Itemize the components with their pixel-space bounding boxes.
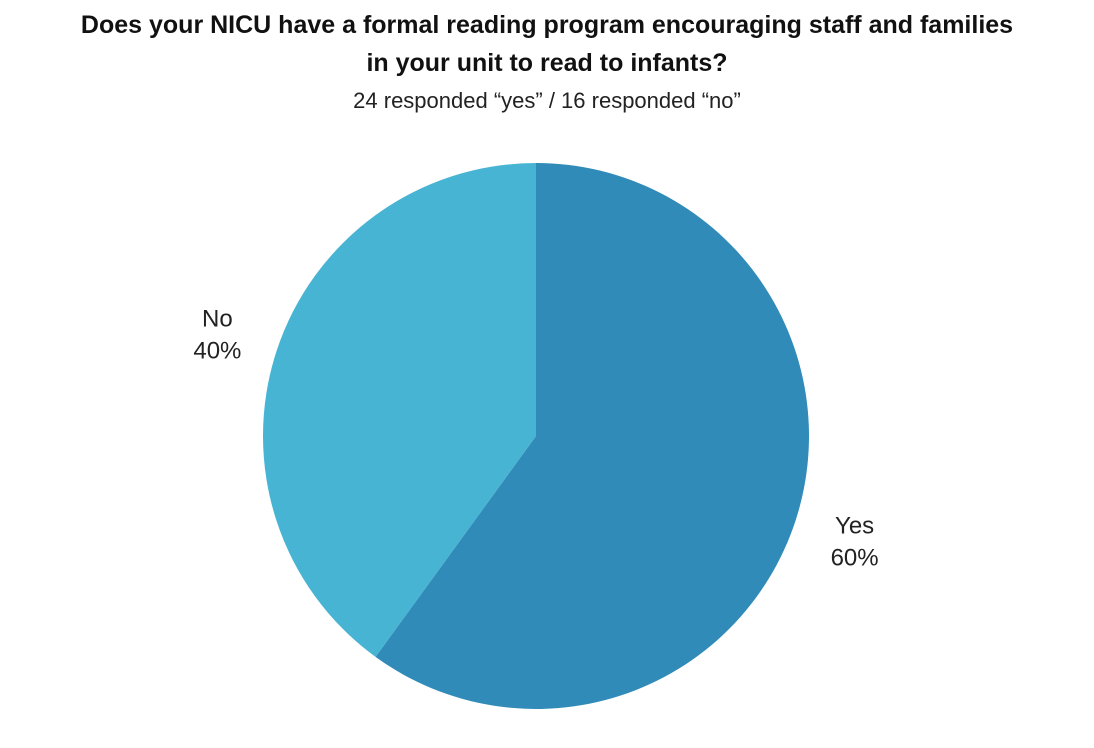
slice-label-yes: Yes (835, 513, 874, 540)
pie-labels: Yes 60% No 40% (193, 305, 878, 571)
chart-subtitle: 24 responded “yes” / 16 responded “no” (353, 88, 741, 113)
pie-slice-yes (375, 163, 809, 709)
slice-value-yes: 60% (831, 545, 879, 572)
pie-slice-no (262, 163, 536, 657)
chart-header: Does your NICU have a formal reading pro… (0, 6, 1094, 116)
slice-label-no: No (202, 305, 233, 332)
slice-value-no: 40% (193, 337, 241, 364)
chart-title-line-2: in your unit to read to infants? (366, 49, 728, 77)
chart-title-line-1: Does your NICU have a formal reading pro… (80, 11, 1014, 39)
pie-slices (262, 163, 809, 709)
